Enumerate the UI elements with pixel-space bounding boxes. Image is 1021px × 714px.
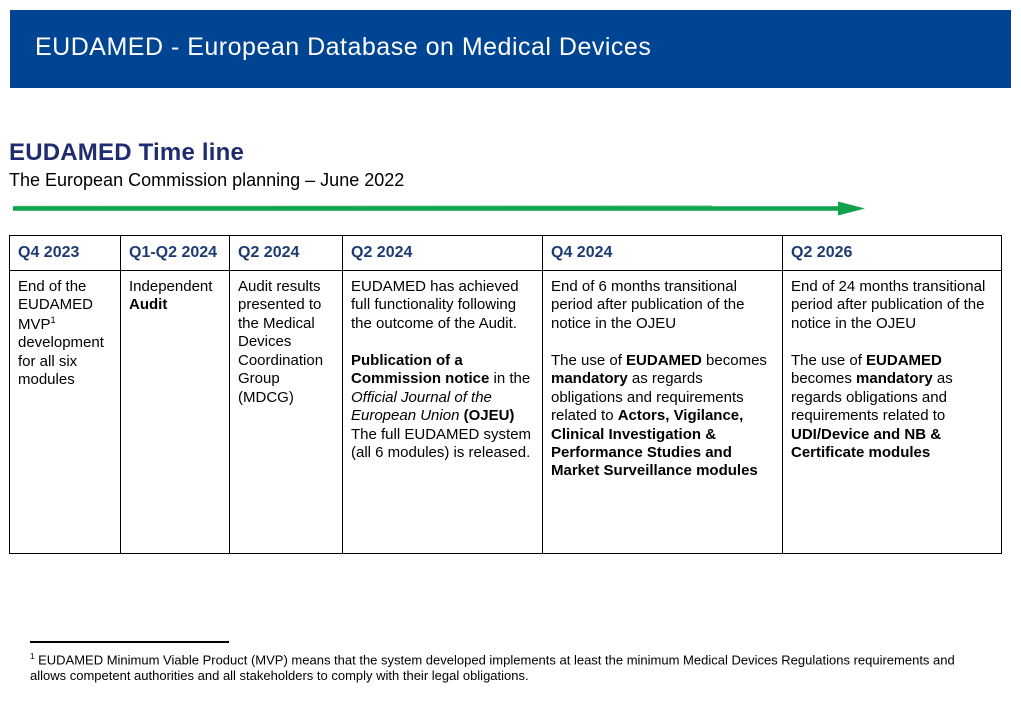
header-banner: EUDAMED - European Database on Medical D… bbox=[10, 10, 1011, 88]
timeline-cell-q4-2023: End of the EUDAMED MVP1 development for … bbox=[9, 270, 121, 554]
timeline-cell-q4-2024: End of 6 months transitional period afte… bbox=[542, 270, 783, 554]
timeline-cell-q1q2-2024: Independent Audit bbox=[120, 270, 230, 554]
quarter-header-q4-2024: Q4 2024 bbox=[542, 235, 783, 271]
quarter-header-q4-2023: Q4 2023 bbox=[9, 235, 121, 271]
timeline-cell-q2-2026: End of 24 months transitional period aft… bbox=[782, 270, 1002, 554]
banner-title: EUDAMED - European Database on Medical D… bbox=[35, 32, 652, 61]
quarter-header-q2-2024-b: Q2 2024 bbox=[342, 235, 543, 271]
page-subtitle: The European Commission planning – June … bbox=[9, 170, 405, 190]
timeline-body-row: End of the EUDAMED MVP1 development for … bbox=[9, 270, 1002, 554]
footnote-text: 1 EUDAMED Minimum Viable Product (MVP) m… bbox=[30, 652, 959, 684]
timeline-cell-q2-2024-a: Audit results presented to the Medical D… bbox=[229, 270, 343, 554]
footnote-separator bbox=[30, 641, 229, 643]
timeline-arrow-icon bbox=[12, 199, 868, 219]
timeline-header-row: Q4 2023 Q1-Q2 2024 Q2 2024 Q2 2024 Q4 20… bbox=[9, 235, 1002, 271]
page-title: EUDAMED Time line bbox=[9, 139, 244, 166]
quarter-header-q1q2-2024: Q1-Q2 2024 bbox=[120, 235, 230, 271]
quarter-header-q2-2024-a: Q2 2024 bbox=[229, 235, 343, 271]
timeline-cell-q2-2024-b: EUDAMED has achieved full functionality … bbox=[342, 270, 543, 554]
timeline-table: Q4 2023 Q1-Q2 2024 Q2 2024 Q2 2024 Q4 20… bbox=[9, 235, 1002, 554]
quarter-header-q2-2026: Q2 2026 bbox=[782, 235, 1002, 271]
